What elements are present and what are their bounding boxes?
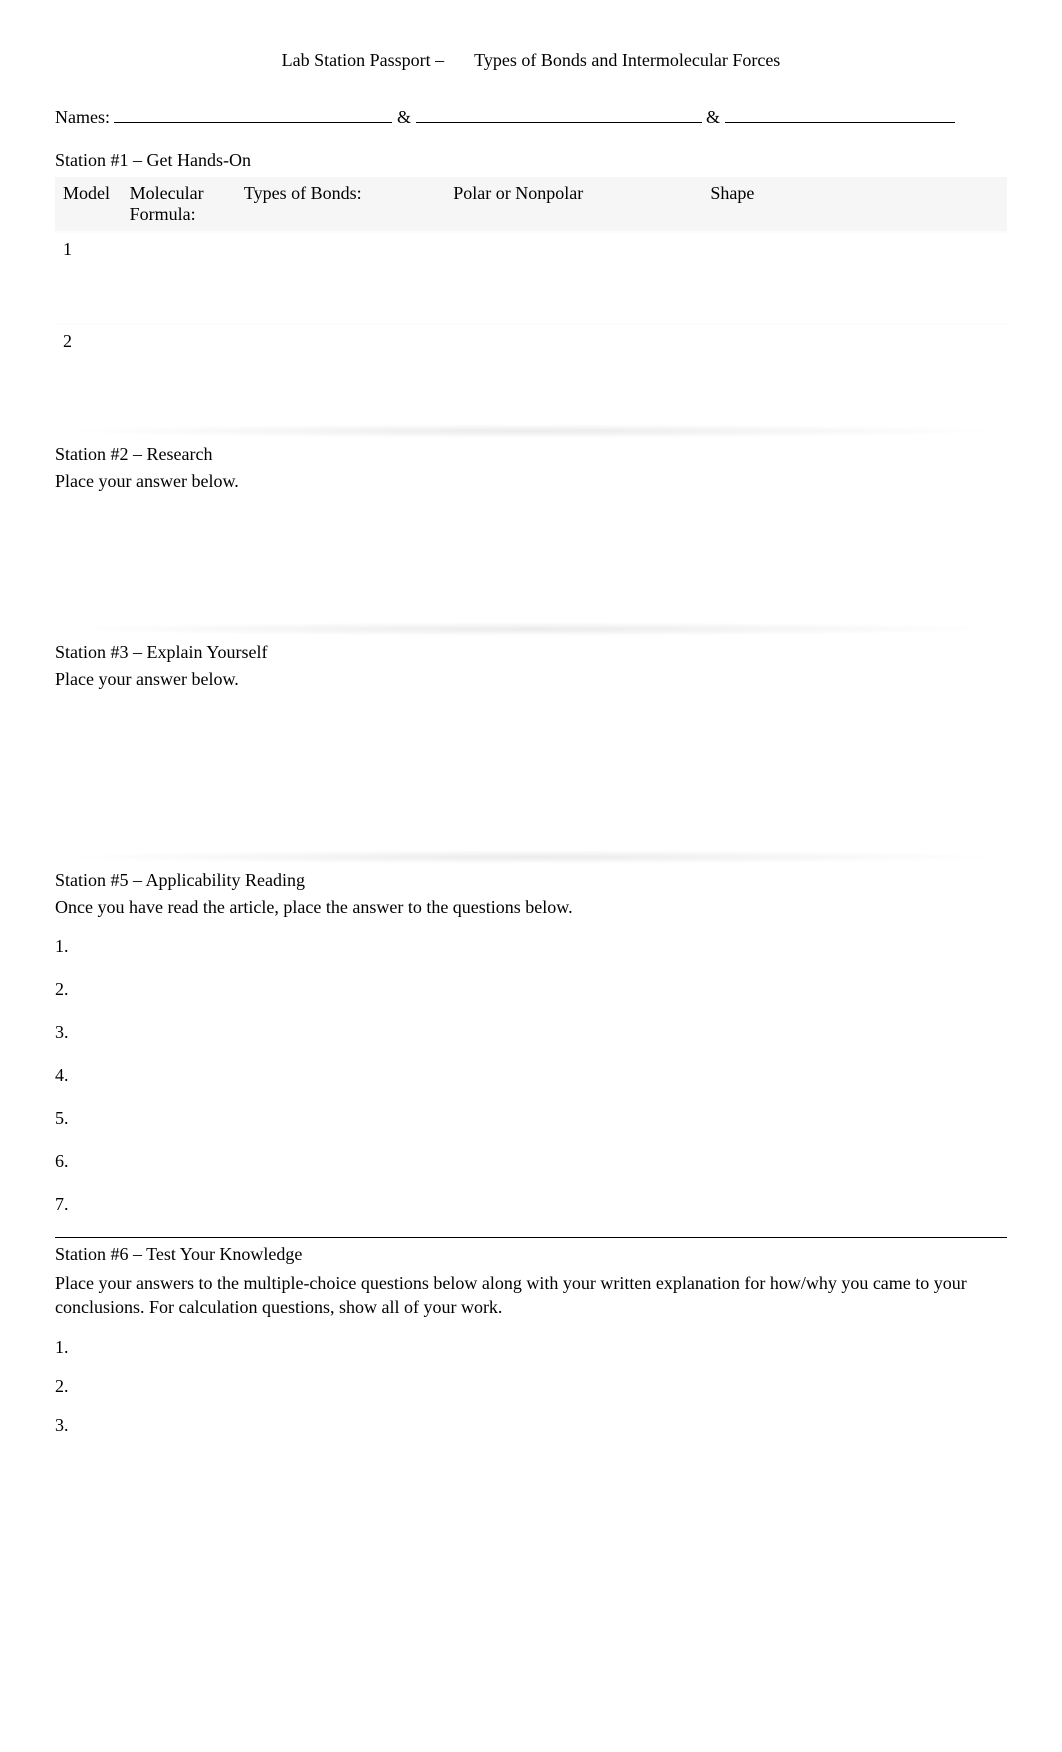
list-item[interactable]: 1. [55, 1337, 1007, 1358]
list-item[interactable]: 1. [55, 936, 1007, 957]
table-row: 1 [55, 232, 1007, 324]
name-blank-2[interactable] [416, 103, 702, 123]
cell-shape-1[interactable] [702, 232, 1007, 324]
list-item[interactable]: 2. [55, 1376, 1007, 1397]
station-2-subtitle: Place your answer below. [55, 471, 1007, 492]
station-5-subtitle: Once you have read the article, place th… [55, 897, 1007, 918]
station-6-title: Station #6 – Test Your Knowledge [55, 1244, 1007, 1265]
table-header-row: Model Molecular Formula: Types of Bonds:… [55, 177, 1007, 232]
list-item[interactable]: 3. [55, 1022, 1007, 1043]
col-bonds: Types of Bonds: [236, 177, 445, 232]
amp-2: & [706, 107, 720, 127]
table-row: 2 [55, 324, 1007, 416]
station-1-title: Station #1 – Get Hands-On [55, 150, 1007, 171]
station-5-title: Station #5 – Applicability Reading [55, 870, 1007, 891]
station-5-list: 1. 2. 3. 4. 5. 6. 7. [55, 936, 1007, 1215]
station-6-subtitle: Place your answers to the multiple-choic… [55, 1271, 1007, 1320]
section-divider [55, 850, 1007, 864]
station-2-title: Station #2 – Research [55, 444, 1007, 465]
cell-bonds-1[interactable] [236, 232, 445, 324]
header-right: Types of Bonds and Intermolecular Forces [474, 50, 780, 71]
header-left: Lab Station Passport – [282, 50, 445, 71]
list-item[interactable]: 3. [55, 1415, 1007, 1436]
cell-polar-1[interactable] [445, 232, 702, 324]
col-polar: Polar or Nonpolar [445, 177, 702, 232]
horizontal-rule [55, 1237, 1007, 1238]
cell-formula-2[interactable] [122, 324, 236, 416]
station-3-subtitle: Place your answer below. [55, 669, 1007, 690]
section-divider [55, 622, 1007, 636]
cell-shape-2[interactable] [702, 324, 1007, 416]
list-item[interactable]: 7. [55, 1194, 1007, 1215]
station-3-title: Station #3 – Explain Yourself [55, 642, 1007, 663]
name-blank-3[interactable] [725, 103, 955, 123]
col-shape: Shape [702, 177, 1007, 232]
cell-model-2: 2 [55, 324, 122, 416]
station-3-answer-area[interactable] [55, 692, 1007, 842]
list-item[interactable]: 2. [55, 979, 1007, 1000]
name-blank-1[interactable] [114, 103, 392, 123]
list-item[interactable]: 4. [55, 1065, 1007, 1086]
cell-bonds-2[interactable] [236, 324, 445, 416]
amp-1: & [397, 107, 411, 127]
list-item[interactable]: 6. [55, 1151, 1007, 1172]
section-divider [55, 424, 1007, 438]
col-model: Model [55, 177, 122, 232]
col-formula: Molecular Formula: [122, 177, 236, 232]
station-3: Station #3 – Explain Yourself Place your… [55, 642, 1007, 842]
station-6: Station #6 – Test Your Knowledge Place y… [55, 1244, 1007, 1437]
station-6-list: 1. 2. 3. [55, 1337, 1007, 1436]
station-1: Station #1 – Get Hands-On Model Molecula… [55, 150, 1007, 416]
cell-formula-1[interactable] [122, 232, 236, 324]
station-5: Station #5 – Applicability Reading Once … [55, 870, 1007, 1215]
station-1-table: Model Molecular Formula: Types of Bonds:… [55, 177, 1007, 416]
station-2-answer-area[interactable] [55, 494, 1007, 614]
list-item[interactable]: 5. [55, 1108, 1007, 1129]
names-row: Names: & & [55, 103, 1007, 128]
names-label: Names: [55, 107, 110, 127]
page-header: Lab Station Passport – Types of Bonds an… [55, 50, 1007, 71]
cell-model-1: 1 [55, 232, 122, 324]
cell-polar-2[interactable] [445, 324, 702, 416]
station-2: Station #2 – Research Place your answer … [55, 444, 1007, 614]
